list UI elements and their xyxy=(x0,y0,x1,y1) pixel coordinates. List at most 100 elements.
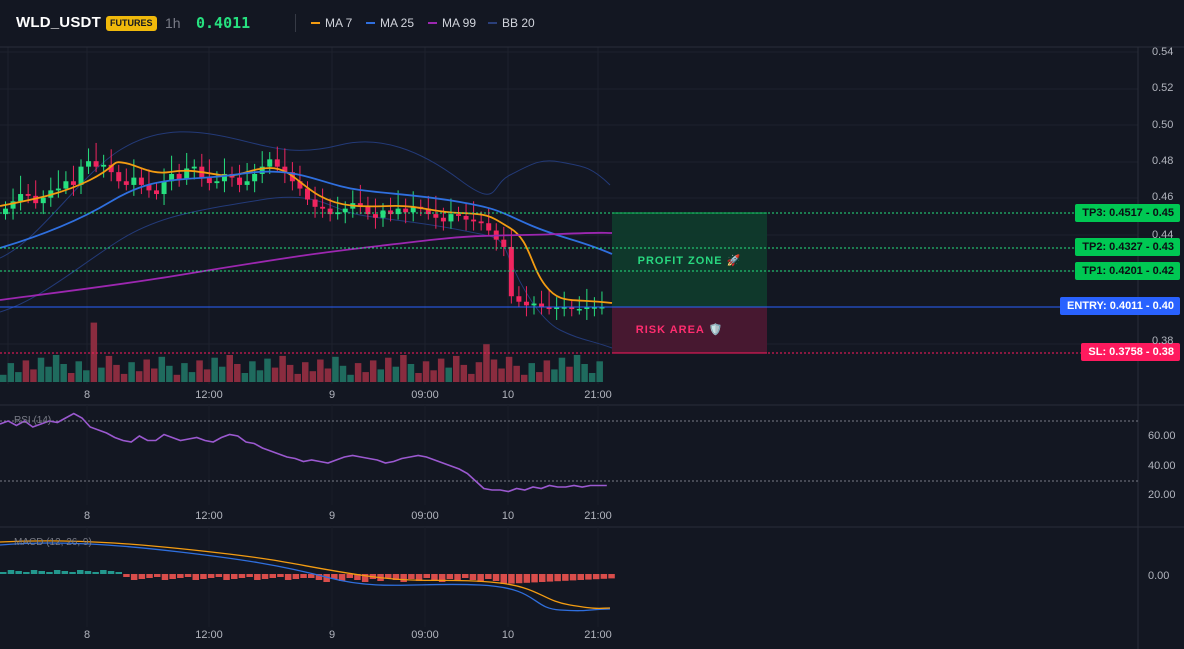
volume-bar xyxy=(151,368,158,382)
macd-hist-bar xyxy=(592,574,600,580)
macd-hist-bar xyxy=(115,572,122,574)
volume-bar xyxy=(354,363,362,382)
rsi-tick: 20.00 xyxy=(1148,489,1176,501)
macd-hist-bar xyxy=(477,574,484,582)
volume-bar xyxy=(188,372,196,382)
time-label: 12:00 xyxy=(195,389,223,401)
ma7-line xyxy=(0,161,613,304)
candle-body xyxy=(486,223,492,231)
macd-hist-bar xyxy=(462,574,469,578)
time-label: 09:00 xyxy=(411,629,439,641)
macd-hist-bar xyxy=(123,574,130,577)
candle-body xyxy=(478,221,484,224)
futures-badge: FUTURES xyxy=(106,16,157,31)
time-label: 8 xyxy=(83,389,91,401)
volume-bar xyxy=(173,374,181,382)
macd-hist-bar xyxy=(323,574,330,582)
legend-bb20[interactable]: BB 20 xyxy=(488,16,535,30)
candle-body xyxy=(40,197,46,204)
macd-hist-bar xyxy=(515,574,523,584)
macd-hist-bar xyxy=(284,574,292,580)
volume-bar xyxy=(113,364,120,382)
candle-body xyxy=(403,208,409,213)
candle-body xyxy=(18,194,24,202)
volume-bar xyxy=(317,359,324,382)
macd-hist-bar xyxy=(300,574,307,578)
macd-hist-bar xyxy=(161,574,169,580)
candle-body xyxy=(199,166,205,178)
volume-bar xyxy=(249,361,256,382)
volume-bar xyxy=(294,373,301,382)
header-divider xyxy=(295,14,296,32)
rsi-tick: 40.00 xyxy=(1148,460,1176,472)
macd-hist-bar xyxy=(361,574,369,582)
macd-hist-bar xyxy=(492,574,500,581)
volume-bar xyxy=(135,371,143,382)
candle-body xyxy=(214,181,220,184)
macd-hist-bar xyxy=(539,574,546,582)
candle-body xyxy=(591,307,597,309)
candle-body xyxy=(327,208,333,215)
macd-line xyxy=(0,542,611,612)
macd-hist-bar xyxy=(207,574,215,578)
profit-zone-label: PROFIT ZONE 🚀 xyxy=(637,255,742,267)
volume-bar xyxy=(445,367,452,382)
volume-bar xyxy=(67,373,75,382)
legend-ma99[interactable]: MA 99 xyxy=(428,16,476,30)
volume-bar xyxy=(7,363,15,382)
volume-bar xyxy=(234,364,241,382)
macd-hist-bar xyxy=(554,574,561,582)
legend-ma25[interactable]: MA 25 xyxy=(366,16,414,30)
time-label: 10 xyxy=(501,510,515,522)
candle-body xyxy=(206,177,212,184)
macd-hist-bar xyxy=(192,574,199,580)
volume-bar xyxy=(37,357,45,382)
candlesticks xyxy=(3,142,605,320)
candle-body xyxy=(274,159,280,167)
candle-body xyxy=(138,177,144,185)
candle-body xyxy=(456,214,461,216)
volume-bar xyxy=(203,369,211,382)
entry-label: ENTRY: 0.4011 - 0.40 xyxy=(1060,297,1180,315)
candle-body xyxy=(471,219,477,222)
volume-bar xyxy=(385,357,392,382)
candle-body xyxy=(493,230,499,240)
macd-hist-bar xyxy=(308,574,315,578)
macd-hist-bar xyxy=(184,574,192,577)
risk-area-label: RISK AREA 🛡️ xyxy=(635,324,724,336)
macd-hist-bar xyxy=(77,570,84,574)
time-label: 10 xyxy=(501,389,515,401)
macd-hist-bar xyxy=(454,574,461,581)
legend-ma7[interactable]: MA 7 xyxy=(311,16,352,30)
macd-hist-bar xyxy=(246,574,253,577)
symbol-name[interactable]: WLD_USDT xyxy=(16,14,101,31)
macd-hist-bar xyxy=(485,574,492,579)
chart-grid xyxy=(0,46,1184,649)
volume-bar xyxy=(551,369,558,382)
volume-bar xyxy=(211,357,218,382)
macd-hist-bar xyxy=(100,570,107,574)
volume-bar xyxy=(143,359,150,382)
volume-bar xyxy=(181,363,188,382)
macd-hist-bar xyxy=(84,571,92,574)
candle-body xyxy=(380,210,386,218)
timeframe-button[interactable]: 1h xyxy=(165,15,181,31)
candle-body xyxy=(320,206,326,209)
volume-bar xyxy=(581,364,588,382)
candle-body xyxy=(101,164,107,167)
candle-body xyxy=(55,188,61,191)
volume-bar xyxy=(271,367,279,382)
macd-hist-bar xyxy=(546,574,554,582)
volume-bar xyxy=(256,370,264,382)
macd-hist-bar xyxy=(392,574,400,580)
macd-hist-bar xyxy=(138,574,146,579)
macd-hist-bar xyxy=(569,574,577,581)
price-tick: 0.52 xyxy=(1152,82,1174,94)
last-price: 0.4011 xyxy=(196,14,251,32)
volume-bar xyxy=(83,370,90,382)
macd-hist-bar xyxy=(38,571,45,574)
macd-hist-bar xyxy=(562,574,569,581)
macd-hist-bar xyxy=(231,574,238,579)
macd-hist-bar xyxy=(146,574,153,578)
